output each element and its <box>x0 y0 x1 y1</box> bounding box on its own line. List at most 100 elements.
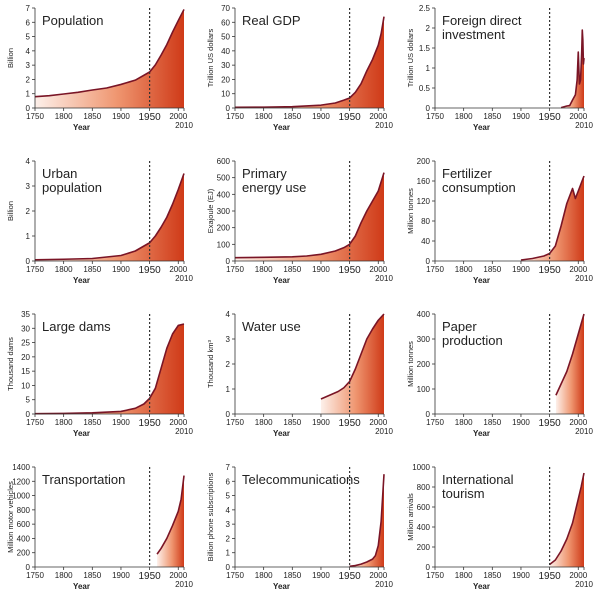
x-tick-label: 2000 <box>169 112 187 121</box>
y-axis-label: Thousand dams <box>6 337 15 391</box>
y-axis-label: Million tonnes <box>406 341 415 387</box>
chart-title: population <box>42 180 102 195</box>
x-tick-label: 1850 <box>483 571 501 580</box>
x-tick-label: 2000 <box>569 571 587 580</box>
y-tick-label: 400 <box>417 310 431 319</box>
y-tick-label: 6 <box>26 18 31 27</box>
y-tick-label: 2.5 <box>419 4 431 13</box>
chart-title: Population <box>42 13 103 28</box>
y-tick-label: 80 <box>421 217 430 226</box>
y-tick-label: 10 <box>221 90 230 99</box>
y-tick-label: 35 <box>21 310 30 319</box>
chart-panel-0: 0 1 2 3 4 5 6 7 1750 1800 1850 1900 2000 1950 2010 Year… <box>6 4 193 132</box>
y-tick-label: 3 <box>226 520 231 529</box>
x-tick-label: 1800 <box>455 418 473 427</box>
chart-title: Fertilizer <box>442 166 493 181</box>
x-tick-label: 1750 <box>226 265 244 274</box>
y-tick-label: 600 <box>17 520 31 529</box>
x-tick-label: 1900 <box>112 265 130 274</box>
y-tick-label: 0 <box>26 410 31 419</box>
y-tick-label: 0 <box>426 410 431 419</box>
area-fill <box>520 176 584 261</box>
y-axis-label: Million motor vehicles <box>6 481 15 553</box>
y-tick-label: 100 <box>217 240 231 249</box>
x-tick-label: 1800 <box>455 265 473 274</box>
y-tick-label: 600 <box>217 157 231 166</box>
y-tick-label: 0 <box>426 563 431 572</box>
x-tick-label-2010: 2010 <box>575 427 593 436</box>
series-line <box>34 173 185 261</box>
y-tick-label: 20 <box>21 353 30 362</box>
marker-1950-label: 1950 <box>338 571 361 582</box>
y-tick-label: 40 <box>221 47 230 56</box>
chart-panel-2: 0 0.5 1 1.5 2 2.5 1750 1800 1850 1900 2000 1950 2010… <box>406 4 593 132</box>
x-tick-label: 1800 <box>455 571 473 580</box>
series-line <box>549 472 585 566</box>
chart-title: Water use <box>242 319 301 334</box>
x-tick-label: 1850 <box>283 571 301 580</box>
marker-1950-label: 1950 <box>338 418 361 429</box>
x-tick-label: 1750 <box>26 418 44 427</box>
x-tick-label: 1750 <box>426 418 444 427</box>
x-tick-label: 1750 <box>226 112 244 121</box>
marker-1950-label: 1950 <box>338 112 361 123</box>
x-tick-label-2010: 2010 <box>375 580 393 589</box>
series-line <box>555 313 585 396</box>
x-tick-label: 1900 <box>112 418 130 427</box>
y-tick-label: 200 <box>17 549 31 558</box>
y-tick-label: 4 <box>226 310 231 319</box>
x-tick-label: 2000 <box>369 265 387 274</box>
y-tick-label: 4 <box>26 47 31 56</box>
x-tick-label: 1800 <box>55 571 73 580</box>
marker-1950-label: 1950 <box>538 265 561 276</box>
x-tick-label: 2000 <box>369 571 387 580</box>
y-tick-label: 60 <box>221 18 230 27</box>
area-fill <box>349 474 384 567</box>
x-tick-label-2010: 2010 <box>375 274 393 283</box>
y-axis-label: Billion phone subscriptions <box>206 472 215 561</box>
area-fill <box>35 173 184 261</box>
area-fill <box>35 9 184 108</box>
series-line <box>520 175 585 261</box>
x-tick-label: 1750 <box>26 265 44 274</box>
x-tick-label: 1850 <box>483 112 501 121</box>
chart-title: Transportation <box>42 472 125 487</box>
y-tick-label: 2 <box>26 207 31 216</box>
y-tick-label: 7 <box>26 4 31 13</box>
y-tick-label: 0 <box>26 563 31 572</box>
x-tick-label: 2000 <box>169 571 187 580</box>
marker-1950-label: 1950 <box>138 571 161 582</box>
chart-panel-8: 0 100 200 300 400 1750 1800 1850 1900 2000 1950 201… <box>406 310 593 438</box>
x-tick-label: 2000 <box>569 418 587 427</box>
y-tick-label: 400 <box>17 534 31 543</box>
chart-title: tourism <box>442 486 485 501</box>
y-tick-label: 0 <box>26 104 31 113</box>
y-tick-label: 3 <box>26 182 31 191</box>
x-tick-label: 2000 <box>169 418 187 427</box>
y-tick-label: 2 <box>226 534 231 543</box>
y-tick-label: 1400 <box>12 463 30 472</box>
y-tick-label: 2 <box>426 24 431 33</box>
y-tick-label: 5 <box>226 492 231 501</box>
x-tick-label: 1900 <box>512 571 530 580</box>
x-tick-label: 1900 <box>512 418 530 427</box>
y-tick-label: 1 <box>26 90 31 99</box>
chart-panel-4: 0 100 200 300 400 500 600 1750 1800 1850 1900 2000 1… <box>206 157 393 285</box>
x-tick-label: 1900 <box>312 418 330 427</box>
y-tick-label: 1 <box>26 232 31 241</box>
y-axis-label: Trillion US dollars <box>406 29 415 88</box>
x-tick-label: 1850 <box>283 418 301 427</box>
y-tick-label: 120 <box>417 197 431 206</box>
y-tick-label: 0 <box>226 104 231 113</box>
y-tick-label: 3 <box>226 335 231 344</box>
y-axis-label: Million arrivals <box>406 493 415 541</box>
series-line <box>234 16 385 109</box>
x-tick-label: 1800 <box>455 112 473 121</box>
x-tick-label: 1850 <box>83 265 101 274</box>
y-tick-label: 1 <box>226 549 231 558</box>
y-tick-label: 0 <box>26 257 31 266</box>
chart-panel-6: 0 5 10 15 20 25 30 35 1750 1800 1850 1900 2000 1950 20… <box>6 310 193 438</box>
y-tick-label: 70 <box>221 4 230 13</box>
marker-1950-label: 1950 <box>338 265 361 276</box>
